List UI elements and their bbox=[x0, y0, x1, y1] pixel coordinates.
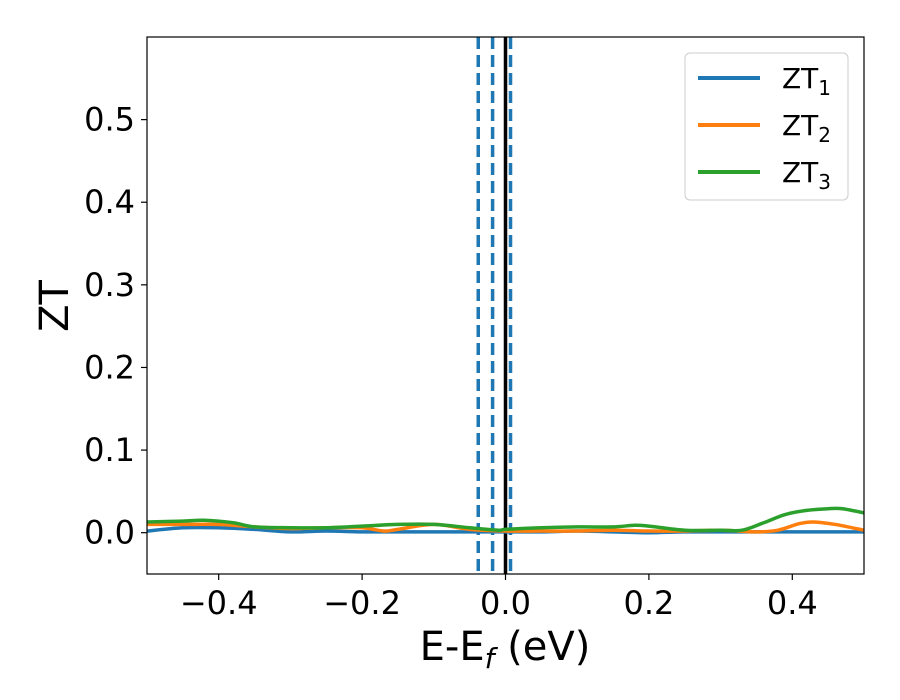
x-tick-label: −0.4 bbox=[180, 584, 258, 622]
legend-label-zt3: ZT3 bbox=[782, 156, 831, 194]
x-axis-title-base: E-E bbox=[420, 624, 485, 670]
y-tick-label: 0.1 bbox=[84, 431, 135, 469]
legend-label-zt2: ZT2 bbox=[782, 109, 831, 147]
legend-frame bbox=[684, 52, 849, 201]
x-tick-label: 0.2 bbox=[623, 584, 674, 622]
vertical-reference-lines bbox=[476, 37, 513, 574]
series-line-zt3 bbox=[147, 506, 864, 533]
legend-label-zt1: ZT1 bbox=[782, 62, 831, 100]
y-tick-label: 0.4 bbox=[84, 183, 135, 221]
x-tick-label: 0.0 bbox=[480, 584, 531, 622]
legend: ZT1 ZT2 ZT3 bbox=[684, 52, 849, 201]
y-axis-title: ZT bbox=[32, 280, 78, 332]
x-axis-title: E-Ef (eV) bbox=[420, 624, 591, 675]
y-tick-label: 0.2 bbox=[84, 348, 135, 386]
x-axis-ticks: −0.4 −0.2 0.0 0.2 0.4 bbox=[180, 574, 818, 622]
series-group bbox=[147, 506, 864, 535]
y-tick-label: 0.5 bbox=[84, 101, 135, 139]
y-axis-ticks: 0.0 0.1 0.2 0.3 0.4 0.5 bbox=[84, 101, 147, 552]
x-tick-label: −0.2 bbox=[323, 584, 401, 622]
y-tick-label: 0.0 bbox=[84, 514, 135, 552]
x-axis-title-suffix: (eV) bbox=[494, 624, 590, 670]
y-tick-label: 0.3 bbox=[84, 266, 135, 304]
x-tick-label: 0.4 bbox=[767, 584, 818, 622]
